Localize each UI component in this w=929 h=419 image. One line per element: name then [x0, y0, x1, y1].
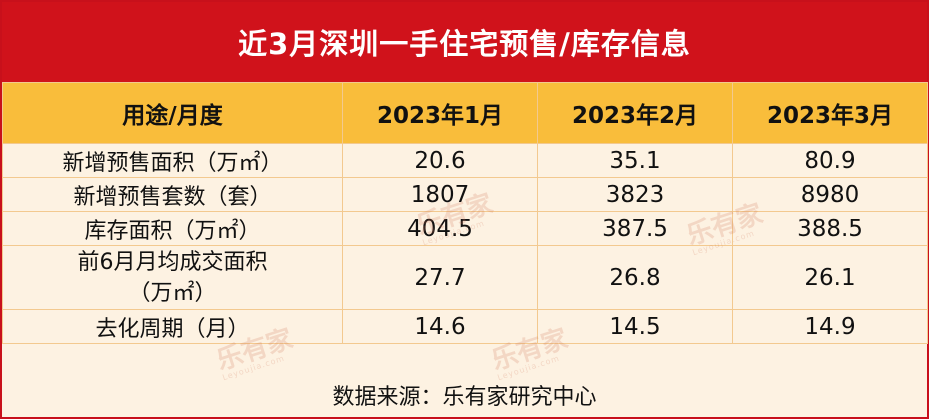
- row-label: 前6月月均成交面积 （万㎡）: [2, 245, 343, 310]
- cell-value: 20.6: [342, 143, 538, 178]
- header-mar: 2023年3月: [732, 82, 928, 144]
- table-row: 前6月月均成交面积 （万㎡） 27.7 26.8 26.1: [2, 245, 928, 310]
- cell-value: 27.7: [342, 245, 538, 310]
- row-label-line1: 前6月月均成交面积: [77, 249, 268, 275]
- cell-value: 14.6: [342, 309, 538, 344]
- row-label: 库存面积（万㎡）: [2, 211, 343, 246]
- table-row: 新增预售套数（套） 1807 3823 8980: [2, 177, 928, 212]
- page-title: 近3月深圳一手住宅预售/库存信息: [2, 2, 927, 82]
- table-row: 去化周期（月） 14.6 14.5 14.9: [2, 309, 928, 344]
- table-row: 库存面积（万㎡） 404.5 387.5 388.5: [2, 211, 928, 246]
- cell-value: 388.5: [732, 211, 928, 246]
- source-note: 数据来源：乐有家研究中心: [332, 385, 597, 410]
- cell-value: 14.5: [537, 309, 733, 344]
- cell-value: 35.1: [537, 143, 733, 178]
- cell-value: 1807: [342, 177, 538, 212]
- cell-value: 26.8: [537, 245, 733, 310]
- cell-value: 14.9: [732, 309, 928, 344]
- cell-value: 3823: [537, 177, 733, 212]
- header-feb: 2023年2月: [537, 82, 733, 144]
- cell-value: 387.5: [537, 211, 733, 246]
- cell-value: 8980: [732, 177, 928, 212]
- table-row: 新增预售面积（万㎡） 20.6 35.1 80.9: [2, 143, 928, 178]
- header-jan: 2023年1月: [342, 82, 538, 144]
- data-table: 用途/月度 2023年1月 2023年2月 2023年3月 新增预售面积（万㎡）…: [2, 82, 928, 344]
- cell-value: 26.1: [732, 245, 928, 310]
- row-label-line2: （万㎡）: [128, 280, 217, 306]
- row-label: 去化周期（月）: [2, 309, 343, 344]
- table-header-row: 用途/月度 2023年1月 2023年2月 2023年3月: [2, 82, 928, 144]
- row-label: 新增预售面积（万㎡）: [2, 143, 343, 178]
- cell-value: 80.9: [732, 143, 928, 178]
- row-label: 新增预售套数（套）: [2, 177, 343, 212]
- cell-value: 404.5: [342, 211, 538, 246]
- header-category: 用途/月度: [2, 82, 343, 144]
